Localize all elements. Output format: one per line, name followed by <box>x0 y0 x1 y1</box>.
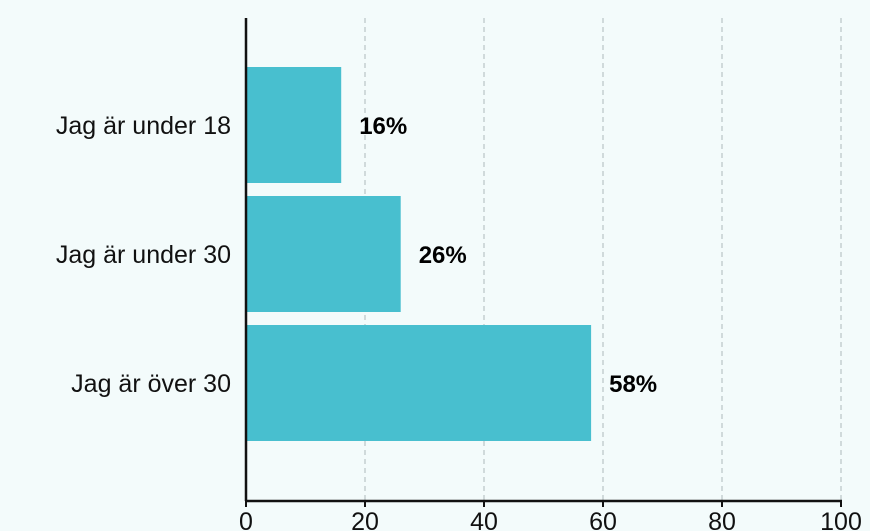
x-tick-label-20: 20 <box>351 508 379 531</box>
bar-1 <box>246 67 342 183</box>
axes <box>244 18 842 503</box>
category-labels: Jag är under 18 Jag är under 30 Jag är öve… <box>56 112 231 398</box>
x-tick-label-100: 100 <box>820 508 862 531</box>
x-tick-label-60: 60 <box>589 508 617 531</box>
category-label-3: Jag är över 30 <box>71 370 231 398</box>
x-tick-label-80: 80 <box>708 508 736 531</box>
value-labels: 16% 26% 58% <box>359 113 657 398</box>
bar-2 <box>246 196 401 312</box>
x-tick-labels: 0 20 40 60 80 100 <box>239 501 862 531</box>
value-label-1: 16% <box>359 113 407 140</box>
value-label-3: 58% <box>609 371 657 398</box>
x-tick-label-0: 0 <box>239 508 253 531</box>
bar-3 <box>246 325 592 441</box>
x-tick-label-40: 40 <box>470 508 498 531</box>
bars <box>246 67 592 441</box>
value-label-2: 26% <box>419 242 467 269</box>
category-label-1: Jag är under 18 <box>56 112 231 140</box>
category-label-2: Jag är under 30 <box>56 241 231 269</box>
